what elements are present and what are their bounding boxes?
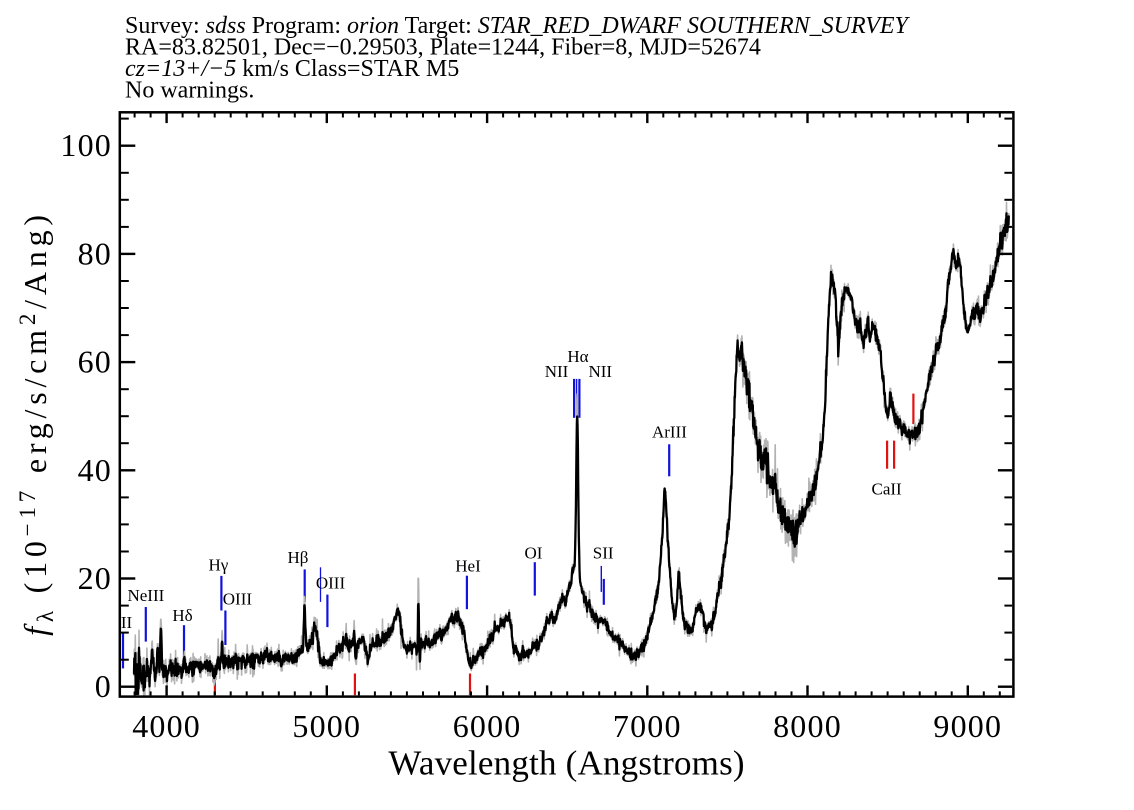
svg-text:NII: NII (588, 362, 612, 381)
svg-text:Hδ: Hδ (172, 606, 192, 625)
svg-text:60: 60 (78, 344, 112, 380)
svg-text:7000: 7000 (613, 708, 682, 744)
svg-text:4000: 4000 (132, 708, 201, 744)
svg-text:HeI: HeI (455, 557, 481, 576)
svg-text:SII: SII (593, 544, 614, 563)
svg-text:II: II (121, 613, 133, 632)
svg-text:ArIII: ArIII (652, 422, 687, 441)
svg-text:CaII: CaII (871, 480, 902, 499)
svg-text:Wavelength (Angstroms): Wavelength (Angstroms) (388, 744, 744, 783)
svg-text:6000: 6000 (453, 708, 522, 744)
svg-text:80: 80 (78, 235, 112, 271)
svg-text:OIII: OIII (316, 573, 346, 592)
svg-text:cz=13+/−5 km/s Class=STAR M5: cz=13+/−5 km/s Class=STAR M5 (125, 56, 459, 82)
svg-text:5000: 5000 (292, 708, 361, 744)
svg-text:Hβ: Hβ (288, 548, 309, 567)
svg-text:Hγ: Hγ (209, 556, 229, 575)
svg-text:20: 20 (78, 560, 112, 596)
svg-text:Survey: sdss Program: orion Ta: Survey: sdss Program: orion Target: STAR… (125, 13, 911, 39)
svg-text:RA=83.82501, Dec=−0.29503, Pla: RA=83.82501, Dec=−0.29503, Plate=1244, F… (125, 35, 761, 61)
svg-text:fλ (10−17 erg/s/cm2/Ang): fλ (10−17 erg/s/cm2/Ang) (15, 210, 58, 636)
svg-text:OI: OI (525, 544, 543, 563)
svg-text:NII: NII (545, 362, 569, 381)
svg-text:NeIII: NeIII (127, 586, 164, 605)
svg-text:40: 40 (78, 452, 112, 488)
svg-text:Hα: Hα (567, 347, 588, 366)
svg-text:No warnings.: No warnings. (125, 78, 254, 104)
svg-text:100: 100 (60, 127, 112, 163)
svg-text:9000: 9000 (933, 708, 1002, 744)
svg-text:0: 0 (95, 668, 112, 704)
svg-text:OIII: OIII (223, 589, 253, 608)
svg-text:8000: 8000 (773, 708, 842, 744)
